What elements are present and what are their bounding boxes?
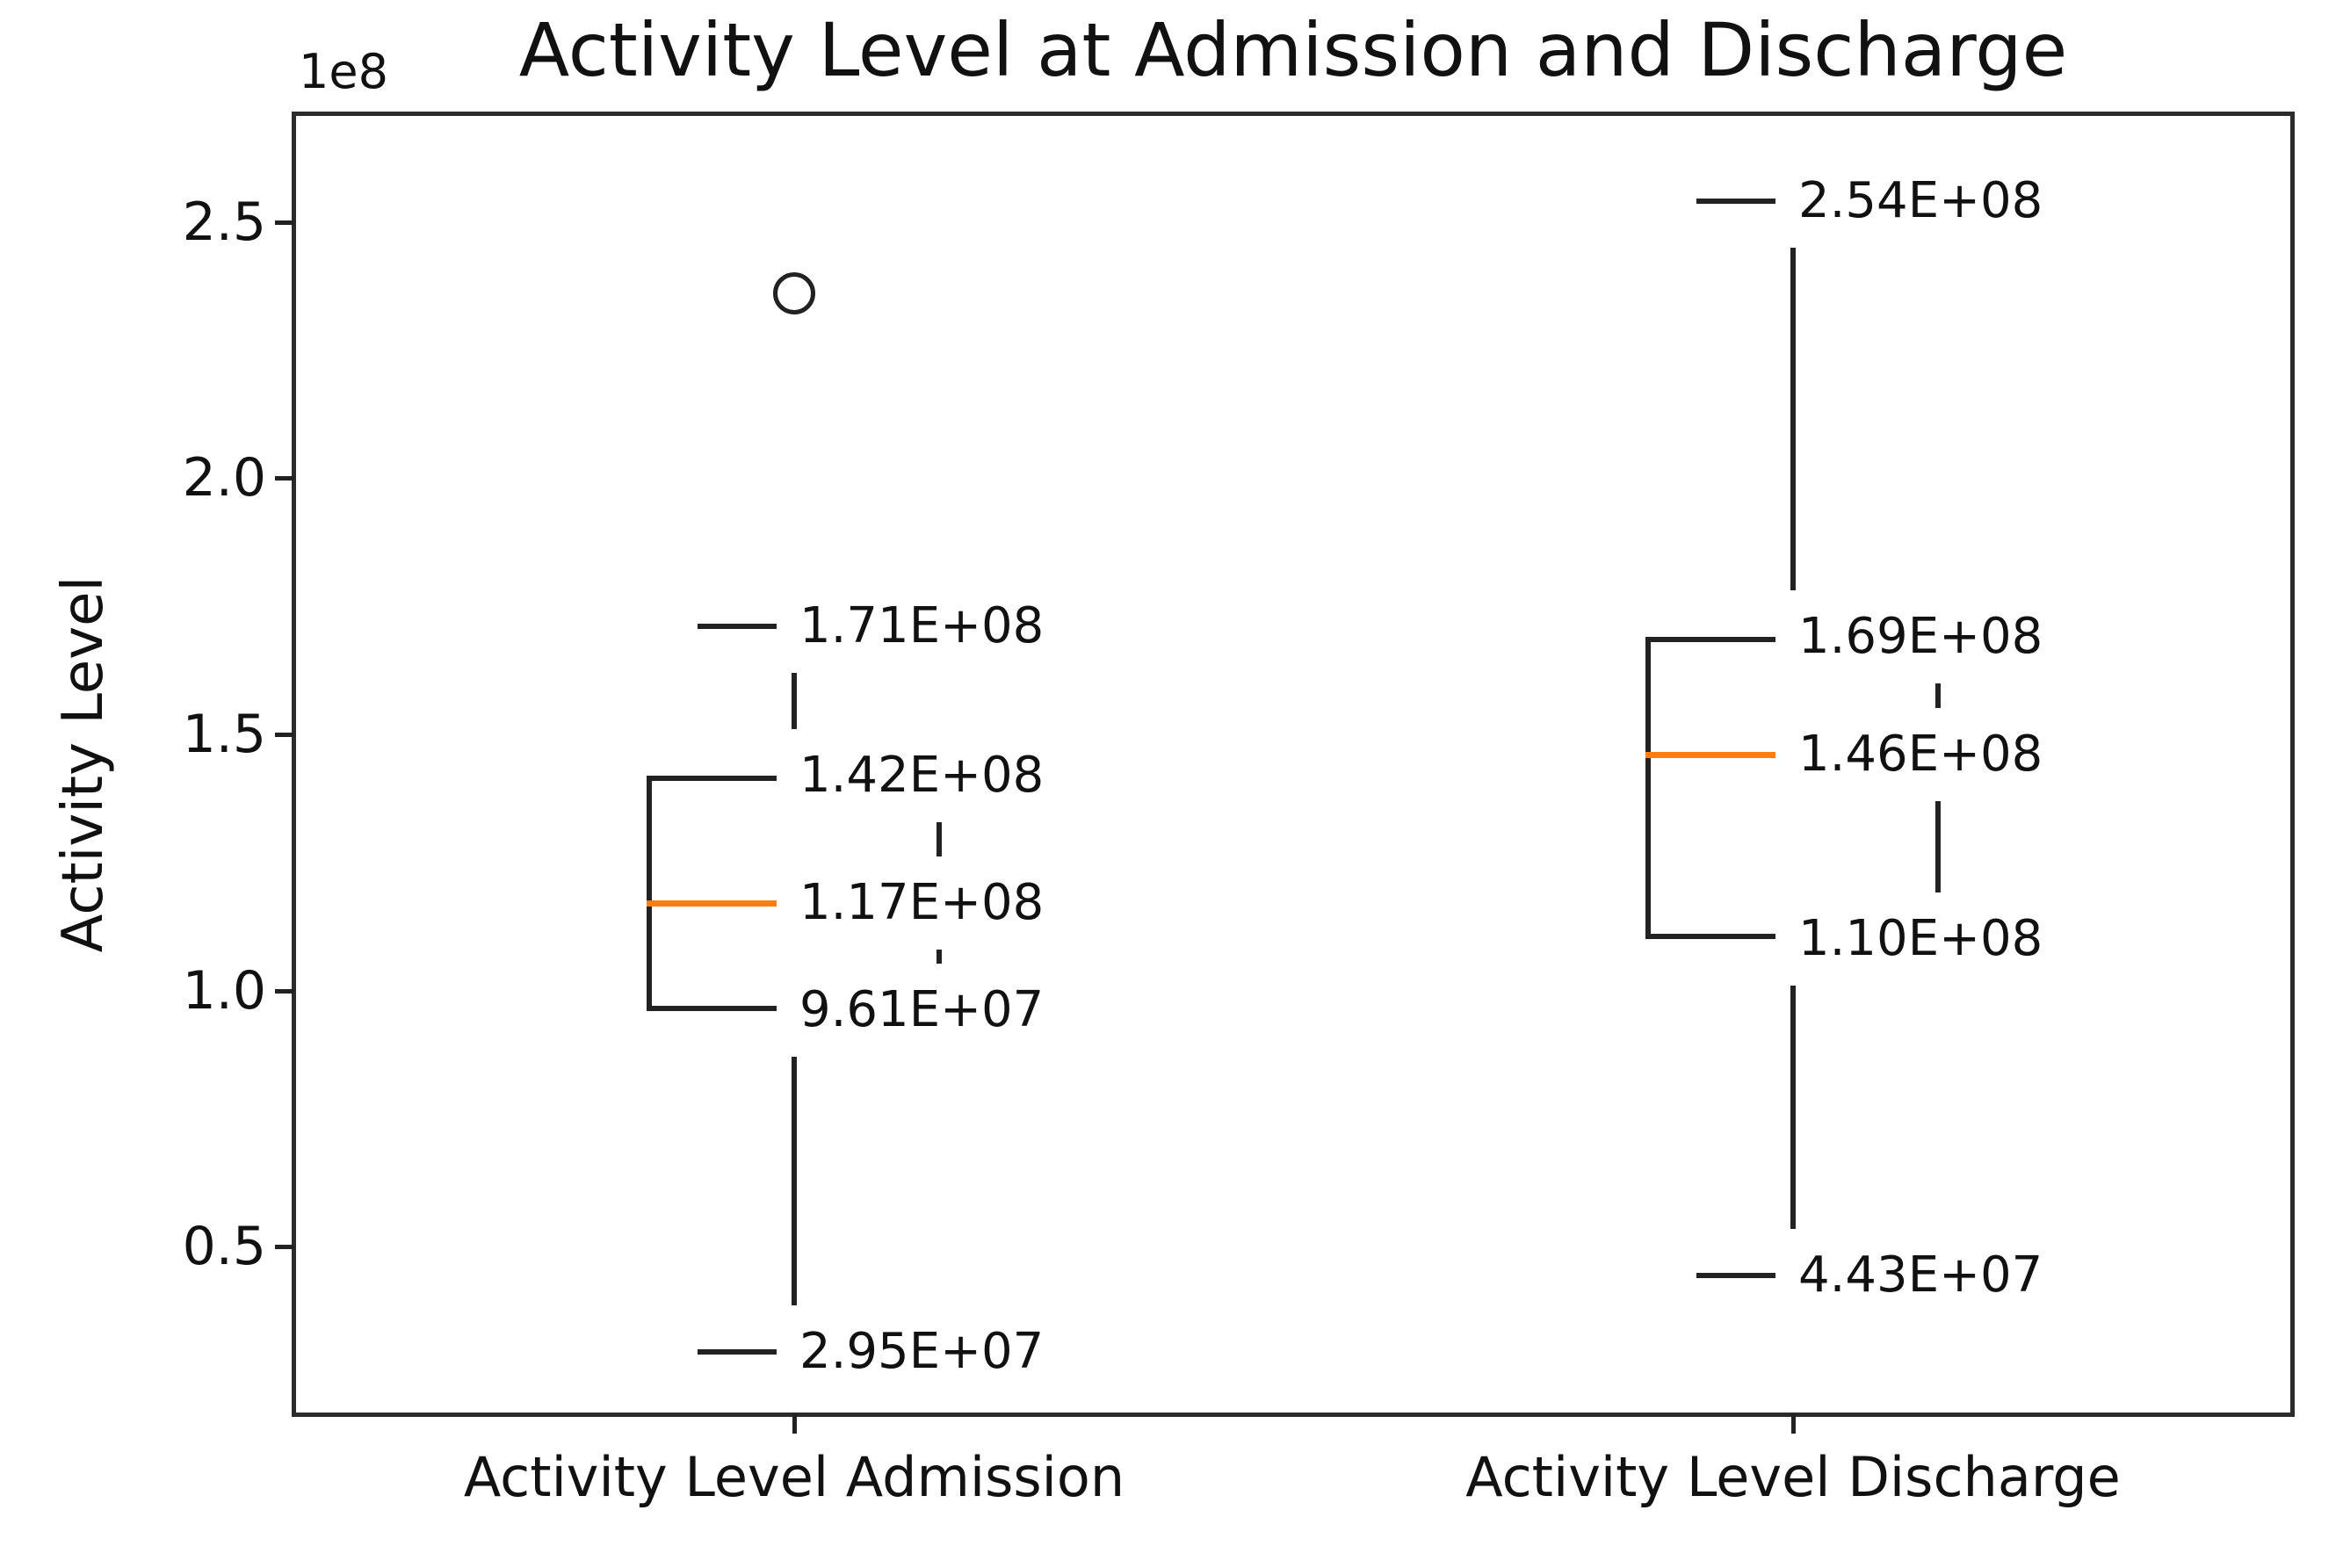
upper-whisker-discharge [1790, 201, 1796, 637]
y-axis-label: Activity Level [51, 575, 116, 953]
lower-whisker-discharge [1790, 939, 1796, 1275]
y-tick-label-1.0: 1.0 [182, 960, 266, 1022]
annotation-whisker_high-admission: 1.71E+08 [777, 580, 1071, 673]
annotation-median-admission: 1.17E+08 [777, 856, 1071, 950]
chart-title: Activity Level at Admission and Discharg… [518, 7, 2068, 93]
y-tick-mark-0.5 [275, 1245, 294, 1249]
annotation-median-discharge: 1.46E+08 [1775, 708, 2070, 801]
y-tick-mark-1.0 [275, 989, 294, 994]
annotation-whisker_low-admission: 2.95E+07 [777, 1305, 1071, 1398]
y-tick-mark-2.0 [275, 476, 294, 481]
plot-area [292, 112, 2295, 1417]
annotation-whisker_low-discharge: 4.43E+07 [1775, 1229, 2070, 1322]
y-tick-label-1.5: 1.5 [182, 704, 266, 765]
y-tick-label-2.5: 2.5 [182, 191, 266, 253]
annotation-q1-admission: 9.61E+07 [777, 964, 1071, 1057]
annotation-whisker_high-discharge: 2.54E+08 [1775, 155, 2070, 248]
outlier-marker-admission-1 [773, 272, 815, 314]
x-tick-label-2: Activity Level Discharge [1465, 1445, 2121, 1509]
annotation-q3-admission: 1.42E+08 [777, 729, 1071, 822]
annotation-q3-discharge: 1.69E+08 [1775, 590, 2070, 683]
y-axis-offset-label: 1e8 [299, 44, 388, 99]
lower-whisker-admission [792, 1010, 797, 1352]
upper-whisker-admission [792, 626, 797, 775]
y-tick-mark-2.5 [275, 220, 294, 225]
x-tick-label-1: Activity Level Admission [463, 1445, 1125, 1509]
y-tick-label-2.0: 2.0 [182, 447, 266, 509]
y-tick-label-0.5: 0.5 [182, 1216, 266, 1277]
x-tick-mark-1 [792, 1414, 797, 1434]
x-tick-mark-2 [1791, 1414, 1796, 1434]
y-tick-mark-1.5 [275, 733, 294, 737]
annotation-q1-discharge: 1.10E+08 [1775, 892, 2070, 986]
